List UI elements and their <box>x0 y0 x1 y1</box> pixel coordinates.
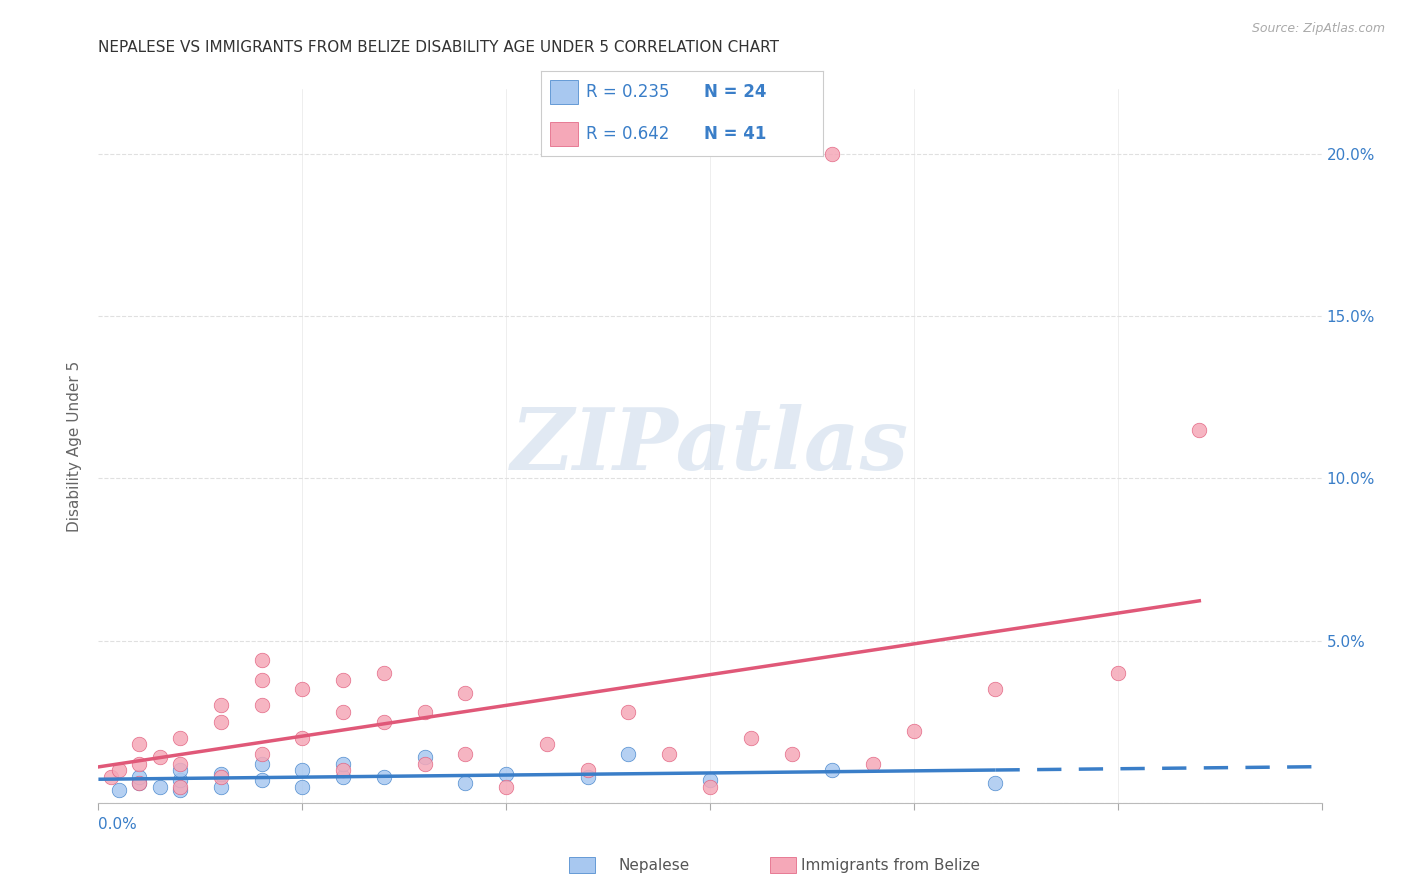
Point <box>169 780 191 794</box>
Point <box>1188 423 1211 437</box>
Point <box>250 698 273 713</box>
Point <box>984 776 1007 790</box>
Point <box>128 770 150 784</box>
Point <box>169 756 191 771</box>
Bar <box>550 122 578 146</box>
Point <box>373 770 395 784</box>
Point <box>617 705 640 719</box>
Text: N = 24: N = 24 <box>704 83 766 101</box>
Point <box>100 770 122 784</box>
Point <box>373 666 395 681</box>
Point <box>128 756 150 771</box>
Point <box>821 764 844 778</box>
Point <box>576 764 599 778</box>
Point <box>291 780 314 794</box>
Point <box>740 731 762 745</box>
Bar <box>550 79 578 103</box>
Point <box>291 764 314 778</box>
Point <box>128 776 150 790</box>
Text: Source: ZipAtlas.com: Source: ZipAtlas.com <box>1251 22 1385 36</box>
Point <box>250 747 273 761</box>
Point <box>617 747 640 761</box>
Point <box>209 714 232 729</box>
Point <box>536 738 558 752</box>
Point <box>576 770 599 784</box>
Text: R = 0.235: R = 0.235 <box>586 83 669 101</box>
Point <box>169 731 191 745</box>
Point <box>209 766 232 780</box>
Point <box>209 780 232 794</box>
Point <box>413 756 436 771</box>
Point <box>128 738 150 752</box>
Point <box>169 764 191 778</box>
Point <box>1107 666 1129 681</box>
Point <box>454 685 477 699</box>
Point <box>332 756 354 771</box>
Point <box>149 750 172 764</box>
Point <box>332 764 354 778</box>
Text: R = 0.642: R = 0.642 <box>586 125 669 143</box>
Point <box>699 780 721 794</box>
Text: NEPALESE VS IMMIGRANTS FROM BELIZE DISABILITY AGE UNDER 5 CORRELATION CHART: NEPALESE VS IMMIGRANTS FROM BELIZE DISAB… <box>98 40 779 55</box>
Point <box>413 750 436 764</box>
Point <box>780 747 803 761</box>
Text: Immigrants from Belize: Immigrants from Belize <box>801 858 980 872</box>
Point <box>209 698 232 713</box>
Point <box>821 147 844 161</box>
Point <box>454 776 477 790</box>
Text: 0.0%: 0.0% <box>98 817 138 832</box>
Point <box>454 747 477 761</box>
Point <box>332 770 354 784</box>
Point <box>862 756 884 771</box>
Text: Nepalese: Nepalese <box>619 858 690 872</box>
Point <box>108 764 131 778</box>
Point <box>291 682 314 697</box>
Point <box>699 773 721 788</box>
Point <box>209 770 232 784</box>
Point <box>658 747 681 761</box>
Point <box>984 682 1007 697</box>
Point <box>169 773 191 788</box>
Point <box>413 705 436 719</box>
Point <box>332 673 354 687</box>
Point <box>495 766 517 780</box>
Point <box>108 782 131 797</box>
Point <box>495 780 517 794</box>
Point <box>128 776 150 790</box>
Point <box>291 731 314 745</box>
Text: N = 41: N = 41 <box>704 125 766 143</box>
Y-axis label: Disability Age Under 5: Disability Age Under 5 <box>67 360 83 532</box>
Point <box>373 714 395 729</box>
Point <box>149 780 172 794</box>
Point <box>169 782 191 797</box>
Point <box>903 724 925 739</box>
Point <box>250 653 273 667</box>
Point <box>250 673 273 687</box>
Point <box>250 773 273 788</box>
Text: ZIPatlas: ZIPatlas <box>510 404 910 488</box>
Point <box>250 756 273 771</box>
Point <box>332 705 354 719</box>
